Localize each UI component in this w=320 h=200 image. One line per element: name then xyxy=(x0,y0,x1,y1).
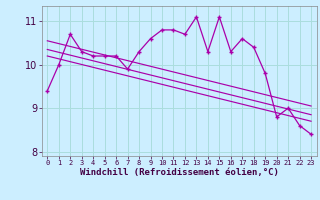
X-axis label: Windchill (Refroidissement éolien,°C): Windchill (Refroidissement éolien,°C) xyxy=(80,168,279,177)
